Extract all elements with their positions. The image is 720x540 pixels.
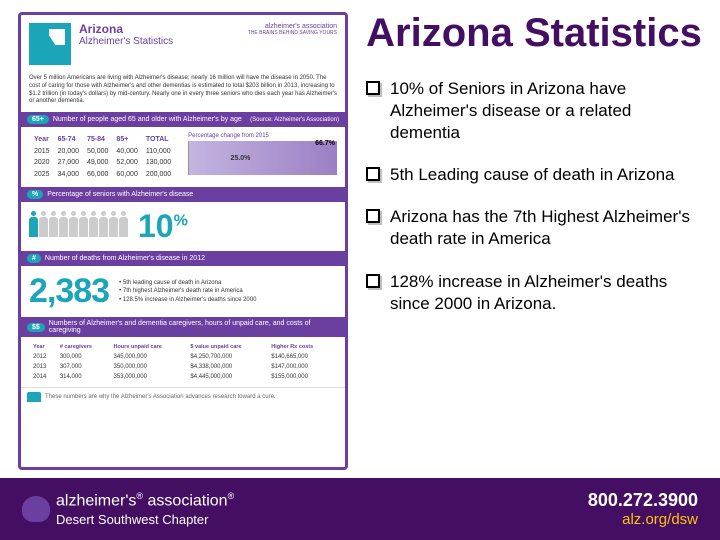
person-icon	[89, 217, 98, 237]
deaths-number: 2,383	[29, 272, 109, 311]
chapter-name: Desert Southwest Chapter	[56, 512, 234, 527]
person-icon	[79, 217, 88, 237]
person-icon	[59, 217, 68, 237]
person-icon	[119, 217, 128, 237]
checkbox-icon	[366, 209, 380, 223]
badge-hash: #	[27, 254, 41, 263]
infographic-header: Arizona Alzheimer's Statistics alzheimer…	[21, 15, 345, 73]
people-icons	[29, 217, 128, 237]
deaths-row: 2,383 5th leading cause of death in Ariz…	[21, 266, 345, 317]
association-name: alzheimer's® association®	[56, 491, 234, 510]
checkbox-icon	[366, 274, 380, 288]
state-name: Arizona	[79, 23, 240, 36]
death-notes: 5th leading cause of death in Arizona 7t…	[119, 279, 256, 304]
caregiver-table: Year# caregiversHours unpaid care$ value…	[21, 337, 345, 387]
header-association: alzheimer's association THE BRAINS BEHIN…	[248, 23, 337, 36]
section-label: Number of deaths from Alzheimer's diseas…	[45, 255, 205, 262]
percentage-change-chart: Percentage change from 2015 66.7% 25.0%	[188, 133, 337, 181]
person-icon	[29, 217, 38, 237]
percent-value: 10%	[138, 208, 188, 245]
bullet-text: Arizona has the 7th Highest Alzheimer's …	[390, 206, 702, 250]
footer-note: These numbers are why the Alzheimer's As…	[45, 394, 276, 400]
section-source: (Source: Alzheimer's Association)	[250, 117, 339, 123]
person-icon	[69, 217, 78, 237]
percent-of-seniors: 10%	[21, 202, 345, 251]
section-label: Numbers of Alzheimer's and dementia care…	[49, 320, 339, 334]
badge-65: 65+	[27, 115, 49, 124]
bullet-item: 5th Leading cause of death in Arizona	[366, 164, 702, 186]
person-icon	[109, 217, 118, 237]
person-icon	[49, 217, 58, 237]
low-pct: 25.0%	[231, 155, 251, 162]
footer-contact: 800.272.3900 alz.org/dsw	[588, 490, 698, 528]
alzheimers-logo-icon	[22, 496, 50, 522]
badge-dollars: $$	[27, 323, 45, 332]
age-table-chart: Year65-7475-8485+TOTAL 201520,00050,0004…	[21, 127, 345, 187]
bullet-item: 128% increase in Alzheimer's deaths sinc…	[366, 271, 702, 315]
bullet-list: 10% of Seniors in Arizona have Alzheimer…	[366, 78, 702, 315]
bullet-text: 10% of Seniors in Arizona have Alzheimer…	[390, 78, 702, 144]
slide-title: Arizona Statistics	[366, 12, 702, 54]
infographic-footer: These numbers are why the Alzheimer's As…	[21, 387, 345, 406]
infographic-panel: Arizona Alzheimer's Statistics alzheimer…	[18, 12, 348, 470]
section-bar-caregivers: $$ Numbers of Alzheimer's and dementia c…	[21, 317, 345, 337]
phone-number: 800.272.3900	[588, 490, 698, 511]
bullet-item: Arizona has the 7th Highest Alzheimer's …	[366, 206, 702, 250]
bullet-text: 5th Leading cause of death in Arizona	[390, 164, 675, 186]
car-icon	[27, 392, 41, 402]
website-url: alz.org/dsw	[588, 511, 698, 528]
section-bar-age: 65+ Number of people aged 65 and older w…	[21, 112, 345, 127]
header-subtitle: Alzheimer's Statistics	[79, 36, 240, 47]
checkbox-icon	[366, 167, 380, 181]
content-area: Arizona Alzheimer's Statistics alzheimer…	[0, 0, 720, 470]
footer-logo: alzheimer's® association® Desert Southwe…	[22, 491, 234, 527]
age-table: Year65-7475-8485+TOTAL 201520,00050,0004…	[29, 133, 176, 181]
section-bar-percent: % Percentage of seniors with Alzheimer's…	[21, 187, 345, 202]
bullet-item: 10% of Seniors in Arizona have Alzheimer…	[366, 78, 702, 144]
bullet-text: 128% increase in Alzheimer's deaths sinc…	[390, 271, 702, 315]
right-column: Arizona Statistics 10% of Seniors in Ari…	[348, 12, 702, 470]
arizona-state-icon	[29, 23, 71, 65]
chart-label: Percentage change from 2015	[188, 133, 337, 139]
section-bar-deaths: # Number of deaths from Alzheimer's dise…	[21, 251, 345, 266]
person-icon	[39, 217, 48, 237]
footer-text: alzheimer's® association® Desert Southwe…	[56, 491, 234, 527]
intro-text: Over 5 million Americans are living with…	[21, 73, 345, 112]
checkbox-icon	[366, 81, 380, 95]
growth-area-chart: 66.7% 25.0%	[188, 141, 337, 175]
badge-percent: %	[27, 190, 43, 199]
person-icon	[99, 217, 108, 237]
header-text: Arizona Alzheimer's Statistics	[79, 23, 240, 47]
slide-footer: alzheimer's® association® Desert Southwe…	[0, 478, 720, 540]
section-label: Percentage of seniors with Alzheimer's d…	[47, 191, 193, 198]
section-label: Number of people aged 65 and older with …	[53, 116, 242, 123]
high-pct: 66.7%	[315, 140, 335, 147]
